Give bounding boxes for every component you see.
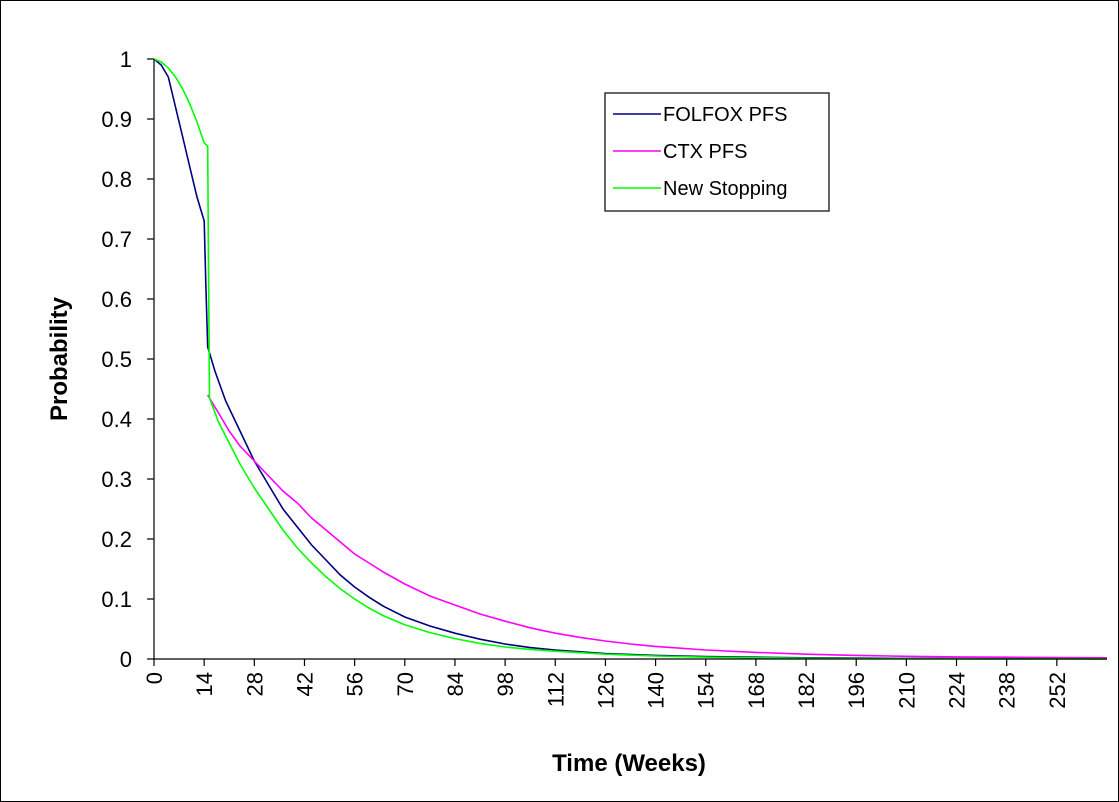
y-tick-label: 0.2	[101, 527, 132, 552]
legend: FOLFOX PFS CTX PFS New Stopping	[604, 92, 830, 212]
y-tick-label: 0.7	[101, 227, 132, 252]
y-axis-title: Probability	[46, 296, 73, 421]
plot-lines	[153, 58, 1108, 660]
y-tick-label: 0.3	[101, 467, 132, 492]
y-tick-label: 0.4	[101, 407, 132, 432]
x-tick-label: 224	[945, 672, 970, 709]
x-tick-label: 56	[343, 672, 368, 696]
y-tick-label: 0.8	[101, 167, 132, 192]
x-tick-label: 84	[443, 672, 468, 696]
y-tick-label: 0	[120, 647, 132, 672]
x-tick-label: 210	[894, 672, 919, 709]
x-axis-title: Time (Weeks)	[552, 750, 706, 777]
x-tick-label: 182	[794, 672, 819, 709]
y-tick-label: 0.5	[101, 347, 132, 372]
x-tick-label: 28	[242, 672, 267, 696]
y-tick-label: 0.9	[101, 107, 132, 132]
x-tick-label: 14	[192, 672, 217, 696]
y-tick-label: 0.6	[101, 287, 132, 312]
x-tick-label: 196	[844, 672, 869, 709]
x-tick-label: 238	[995, 672, 1020, 709]
x-tick-label: 154	[694, 672, 719, 709]
legend-box	[604, 92, 830, 212]
x-ticks: 0 14 28 42 56 70 84 98 112 126 140 154 168 182 196 210 2…	[142, 659, 1070, 709]
x-tick-label: 112	[543, 672, 568, 707]
x-tick-label: 98	[493, 672, 518, 696]
x-tick-label: 140	[644, 672, 669, 709]
x-tick-label: 252	[1045, 672, 1070, 709]
series-line-2	[153, 58, 1107, 660]
x-tick-label: 70	[393, 672, 418, 696]
legend-label-2: New Stopping	[663, 178, 788, 200]
y-ticks: 0 0.1 0.2 0.3 0.4 0.5 0.6 0.7 0.8 0.9 1	[101, 47, 154, 672]
x-tick-label: 126	[593, 672, 618, 709]
x-tick-label: 168	[744, 672, 769, 709]
series-line-1	[207, 394, 1108, 659]
y-tick-label: 0.1	[101, 587, 132, 612]
legend-label-0: FOLFOX PFS	[663, 104, 787, 126]
legend-label-1: CTX PFS	[663, 141, 747, 163]
x-tick-label: 42	[292, 672, 317, 696]
x-tick-label: 0	[142, 672, 167, 684]
y-tick-label: 1	[120, 47, 132, 72]
